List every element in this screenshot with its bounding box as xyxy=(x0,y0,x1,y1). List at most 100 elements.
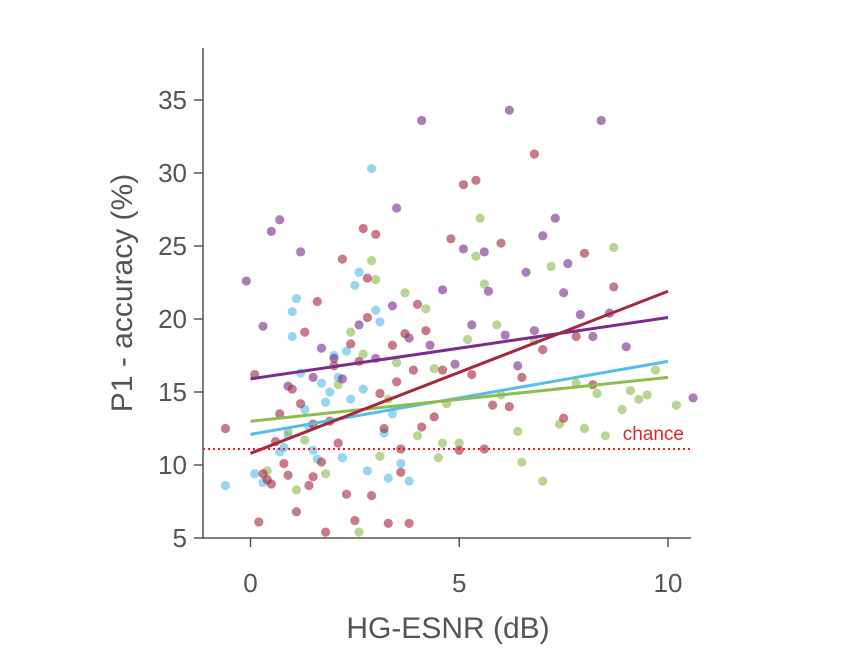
data-point xyxy=(634,394,644,404)
data-point xyxy=(287,384,297,394)
data-point xyxy=(488,400,498,410)
data-point xyxy=(383,518,393,529)
data-point xyxy=(412,431,423,441)
data-point xyxy=(387,340,398,350)
data-point xyxy=(287,331,297,342)
data-point xyxy=(437,438,448,448)
data-point xyxy=(529,149,540,159)
data-point xyxy=(346,327,356,337)
data-point xyxy=(471,175,481,185)
data-point xyxy=(592,388,602,399)
data-point xyxy=(429,364,439,374)
data-point xyxy=(513,426,523,437)
data-point xyxy=(425,340,435,350)
data-point xyxy=(500,330,510,340)
data-point xyxy=(275,409,285,419)
data-point xyxy=(458,244,469,254)
data-point xyxy=(354,527,364,537)
data-point xyxy=(546,261,556,272)
data-point xyxy=(354,267,364,277)
data-point xyxy=(550,213,560,223)
y-axis: 5 10 15 20 25 30 35 xyxy=(158,48,204,553)
data-point xyxy=(458,180,469,190)
data-point xyxy=(333,438,343,448)
data-point xyxy=(437,285,448,295)
x-axis: 0 5 10 xyxy=(203,537,691,598)
data-point xyxy=(341,489,352,499)
y-axis-label: P1 - accuracy (%) xyxy=(106,174,139,412)
data-point xyxy=(283,470,293,480)
data-point xyxy=(362,312,372,323)
fit-line xyxy=(250,316,669,381)
data-point xyxy=(650,365,661,375)
data-point xyxy=(475,213,485,223)
x-axis-label: HG-ESNR (dB) xyxy=(346,612,549,645)
fit-line xyxy=(249,289,669,455)
fit-line xyxy=(250,375,669,423)
fit-lines xyxy=(249,289,669,455)
data-point xyxy=(479,279,489,289)
data-point xyxy=(429,412,439,422)
data-point xyxy=(563,258,573,269)
data-point xyxy=(371,229,381,239)
data-point xyxy=(337,453,347,463)
data-point xyxy=(617,404,627,415)
data-point xyxy=(346,339,356,349)
data-point xyxy=(375,388,385,399)
data-point xyxy=(437,365,448,375)
data-point xyxy=(400,329,410,339)
data-point xyxy=(304,480,314,491)
y-tick-label: 30 xyxy=(158,158,187,188)
data-point xyxy=(375,317,385,327)
data-point xyxy=(400,288,410,298)
data-point xyxy=(396,467,406,477)
data-point xyxy=(258,321,268,331)
data-point xyxy=(671,400,681,410)
data-point xyxy=(371,274,381,285)
data-point xyxy=(366,491,377,501)
data-point xyxy=(559,413,569,423)
data-point xyxy=(250,469,260,479)
data-point xyxy=(316,378,327,388)
data-point xyxy=(513,361,523,371)
data-point xyxy=(421,326,431,336)
data-point xyxy=(496,238,506,248)
data-point xyxy=(241,276,251,286)
data-point xyxy=(454,445,464,455)
data-point xyxy=(316,343,327,353)
data-point xyxy=(220,480,231,491)
data-point xyxy=(387,301,398,311)
data-point xyxy=(479,247,489,257)
data-point xyxy=(220,423,231,434)
data-point xyxy=(375,451,385,461)
data-point xyxy=(446,234,456,244)
data-point xyxy=(358,349,368,359)
data-point xyxy=(559,288,569,298)
data-point xyxy=(504,402,514,412)
data-point xyxy=(538,476,548,486)
data-point xyxy=(354,320,364,330)
data-point xyxy=(417,115,427,126)
data-point xyxy=(312,296,322,307)
data-point xyxy=(609,242,619,253)
data-point xyxy=(529,326,540,336)
data-point xyxy=(404,476,414,486)
data-point xyxy=(433,453,443,463)
data-point xyxy=(337,254,347,264)
data-point xyxy=(296,247,306,257)
data-point xyxy=(625,385,636,396)
y-tick-label: 10 xyxy=(158,450,187,480)
data-point xyxy=(467,320,477,330)
data-point xyxy=(412,299,423,309)
data-point xyxy=(571,331,581,342)
data-point xyxy=(379,423,389,434)
chance-line-group: chance xyxy=(203,424,691,450)
data-point xyxy=(642,390,652,400)
data-point xyxy=(450,359,460,369)
data-point xyxy=(291,293,302,304)
data-point xyxy=(538,231,548,241)
data-point xyxy=(291,507,302,517)
data-point xyxy=(538,345,548,355)
y-tick-label: 15 xyxy=(158,377,187,407)
